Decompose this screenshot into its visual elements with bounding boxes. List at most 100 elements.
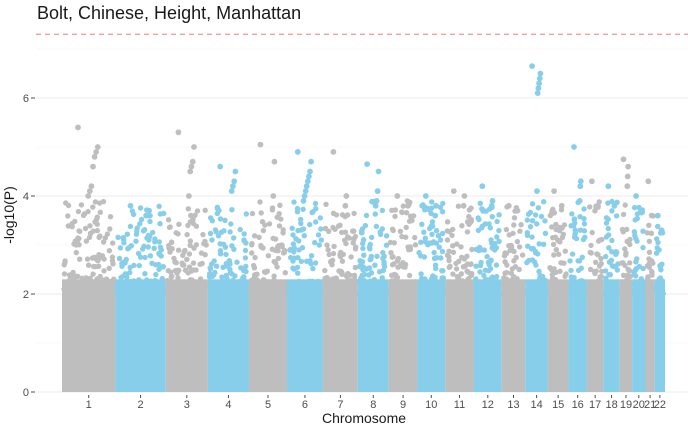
snp-point: [243, 268, 249, 275]
snp-point: [606, 272, 612, 278]
snp-point: [303, 291, 309, 297]
snp-point: [431, 249, 437, 256]
peak-point: [304, 178, 311, 185]
snp-point: [377, 285, 384, 292]
snp-point: [129, 208, 136, 214]
snp-point: [271, 277, 277, 283]
snp-point: [438, 255, 444, 261]
snp-point: [412, 291, 419, 297]
snp-point: [397, 291, 403, 297]
x-tick-label: 4: [225, 399, 231, 411]
snp-point: [542, 218, 548, 224]
snp-point: [295, 270, 301, 276]
peak-point: [638, 207, 644, 214]
snp-point: [479, 289, 485, 296]
snp-point: [71, 278, 78, 284]
peak-point: [294, 149, 301, 155]
snp-point: [166, 285, 172, 291]
peak-point: [342, 202, 349, 209]
x-tick-label: 8: [370, 399, 376, 411]
peak-point: [558, 202, 565, 209]
snp-point: [581, 216, 587, 222]
snp-point: [124, 231, 130, 237]
snp-point: [624, 288, 631, 294]
snp-point: [274, 264, 280, 270]
peak-point: [303, 183, 310, 190]
snp-point: [199, 286, 205, 292]
snp-point: [563, 271, 569, 277]
snp-point: [394, 274, 401, 281]
snp-point: [517, 291, 523, 297]
chromosome-11-points: [444, 188, 475, 392]
snp-point: [351, 272, 358, 278]
snp-point: [399, 233, 405, 240]
chromosome-8-dense-band: [357, 279, 389, 392]
snp-point: [464, 229, 471, 235]
snp-point: [265, 279, 271, 285]
snp-point: [193, 242, 199, 248]
chromosome-22-dense-band: [654, 279, 665, 392]
snp-point: [165, 217, 172, 223]
snp-point: [593, 279, 600, 285]
snp-point: [619, 260, 625, 266]
snp-point: [228, 221, 234, 227]
snp-point: [503, 226, 510, 233]
snp-point: [291, 199, 297, 205]
snp-point: [541, 199, 547, 205]
snp-point: [511, 258, 517, 264]
peak-point: [605, 183, 612, 190]
snp-point: [62, 258, 68, 264]
snp-point: [517, 228, 523, 234]
snp-point: [322, 225, 328, 232]
snp-point: [538, 213, 545, 220]
snp-point: [623, 252, 629, 258]
x-tick-label: 15: [552, 399, 564, 411]
x-axis-title: Chromosome: [322, 410, 406, 426]
snp-point: [230, 291, 237, 297]
snp-point: [194, 208, 201, 214]
peak-point: [308, 158, 314, 165]
snp-point: [429, 231, 435, 237]
snp-point: [571, 234, 578, 240]
chromosome-4-dense-band: [207, 279, 249, 392]
snp-point: [252, 254, 258, 261]
snp-point: [654, 289, 660, 296]
snp-point: [102, 235, 109, 241]
snp-point: [450, 271, 456, 277]
snp-point: [336, 289, 343, 295]
snp-point: [346, 235, 352, 241]
snp-point: [97, 233, 103, 239]
snp-point: [571, 216, 577, 223]
peak-point: [489, 198, 496, 204]
snp-point: [381, 259, 387, 265]
snp-point: [136, 262, 142, 269]
snp-point: [469, 283, 475, 289]
snp-point: [540, 241, 547, 247]
snp-point: [503, 250, 510, 257]
snp-point: [440, 275, 446, 281]
peak-point: [217, 163, 224, 170]
peak-point: [257, 141, 264, 148]
snp-point: [444, 219, 451, 225]
snp-point: [613, 251, 619, 258]
snp-point: [316, 242, 322, 248]
chromosome-13-dense-band: [501, 279, 526, 392]
snp-point: [225, 278, 232, 284]
snp-point: [65, 202, 72, 209]
snp-point: [175, 275, 181, 281]
snp-point: [296, 238, 302, 244]
snp-point: [511, 222, 517, 228]
snp-point: [433, 228, 440, 234]
snp-point: [213, 263, 220, 269]
chromosome-7-points: [322, 149, 359, 392]
snp-point: [603, 215, 610, 221]
snp-point: [514, 238, 521, 245]
peak-point: [405, 202, 411, 209]
snp-point: [121, 240, 127, 246]
snp-point: [588, 250, 594, 256]
peak-point: [534, 90, 541, 96]
peak-point: [422, 193, 429, 199]
snp-point: [106, 278, 112, 284]
snp-point: [90, 286, 97, 293]
snp-point: [149, 260, 155, 266]
